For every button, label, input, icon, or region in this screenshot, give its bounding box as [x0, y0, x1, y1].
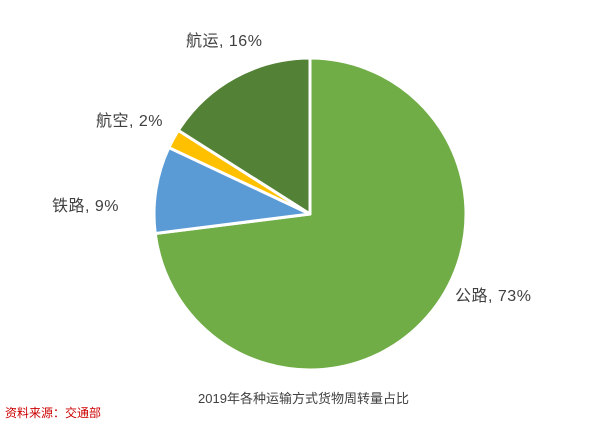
slice-label-shipping: 航运, 16% — [186, 33, 263, 50]
source-note: 资料来源：交通部 — [5, 406, 102, 420]
slice-label-aviation: 航空, 2% — [96, 113, 164, 130]
pie-slice-铁路 — [152, 146, 312, 236]
slice-label-railway: 铁路, 9% — [52, 198, 120, 215]
chart-title: 2019年各种运输方式货物周转量占比 — [198, 391, 409, 406]
slice-label-highway: 公路, 73% — [455, 288, 532, 305]
pie-slice-航运 — [176, 56, 312, 216]
